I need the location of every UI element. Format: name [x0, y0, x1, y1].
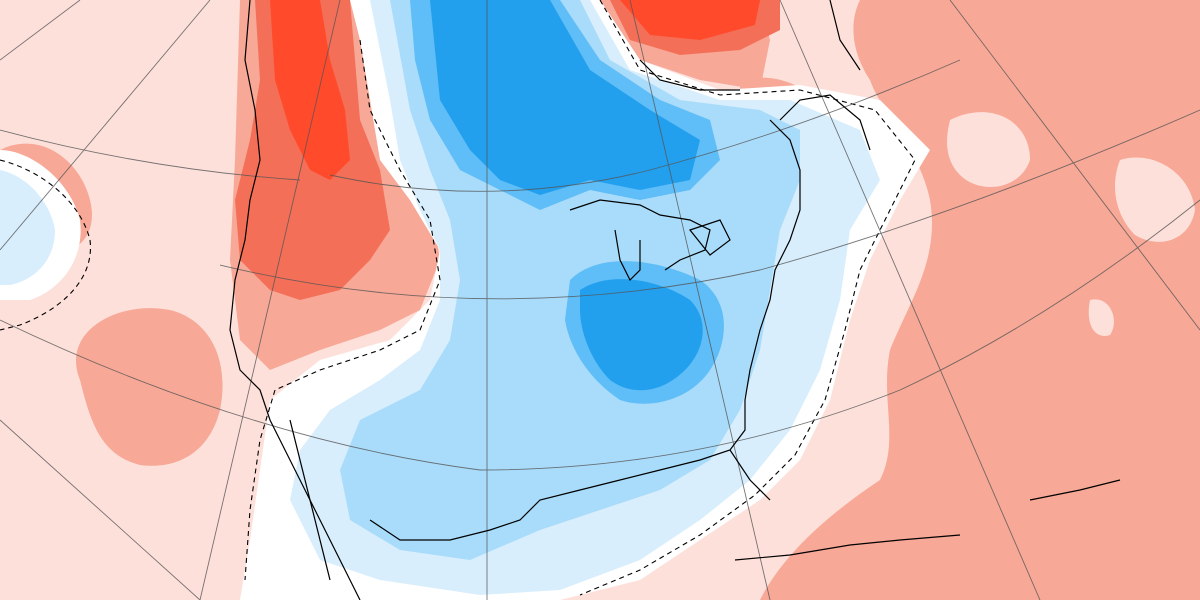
warm-intense-anomaly-layer — [270, 0, 760, 180]
zero-anomaly-contours — [0, 0, 916, 596]
warm-light-anomaly-layer — [947, 112, 1195, 336]
pacific-cool-pocket — [0, 150, 81, 300]
cool-intense-anomaly-layer — [430, 0, 703, 391]
coastlines — [229, 0, 1121, 600]
